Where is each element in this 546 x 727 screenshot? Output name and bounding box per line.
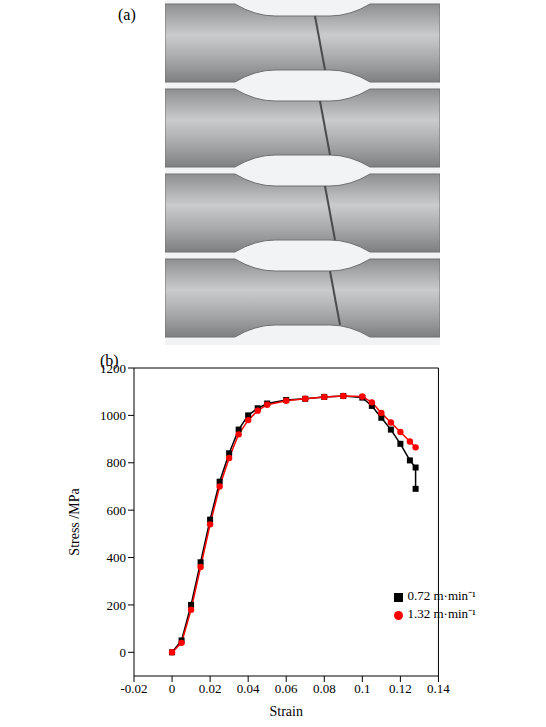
svg-text:0.08: 0.08 [313,681,336,696]
svg-text:-0.02: -0.02 [120,681,147,696]
svg-text:1200: 1200 [100,361,126,376]
svg-text:0.12: 0.12 [389,681,412,696]
svg-text:600: 600 [107,503,127,518]
svg-text:400: 400 [107,550,127,565]
svg-text:0.1: 0.1 [354,681,370,696]
svg-text:800: 800 [107,455,127,470]
svg-text:Strain: Strain [269,704,302,719]
svg-text:0.02: 0.02 [199,681,222,696]
svg-text:200: 200 [107,598,127,613]
svg-text:0: 0 [169,681,176,696]
svg-text:0: 0 [120,645,127,660]
svg-text:Stress /MPa: Stress /MPa [67,488,82,556]
svg-text:0.06: 0.06 [275,681,298,696]
svg-text:0.04: 0.04 [237,681,260,696]
svg-text:0.14: 0.14 [427,681,450,696]
svg-text:1000: 1000 [100,408,126,423]
